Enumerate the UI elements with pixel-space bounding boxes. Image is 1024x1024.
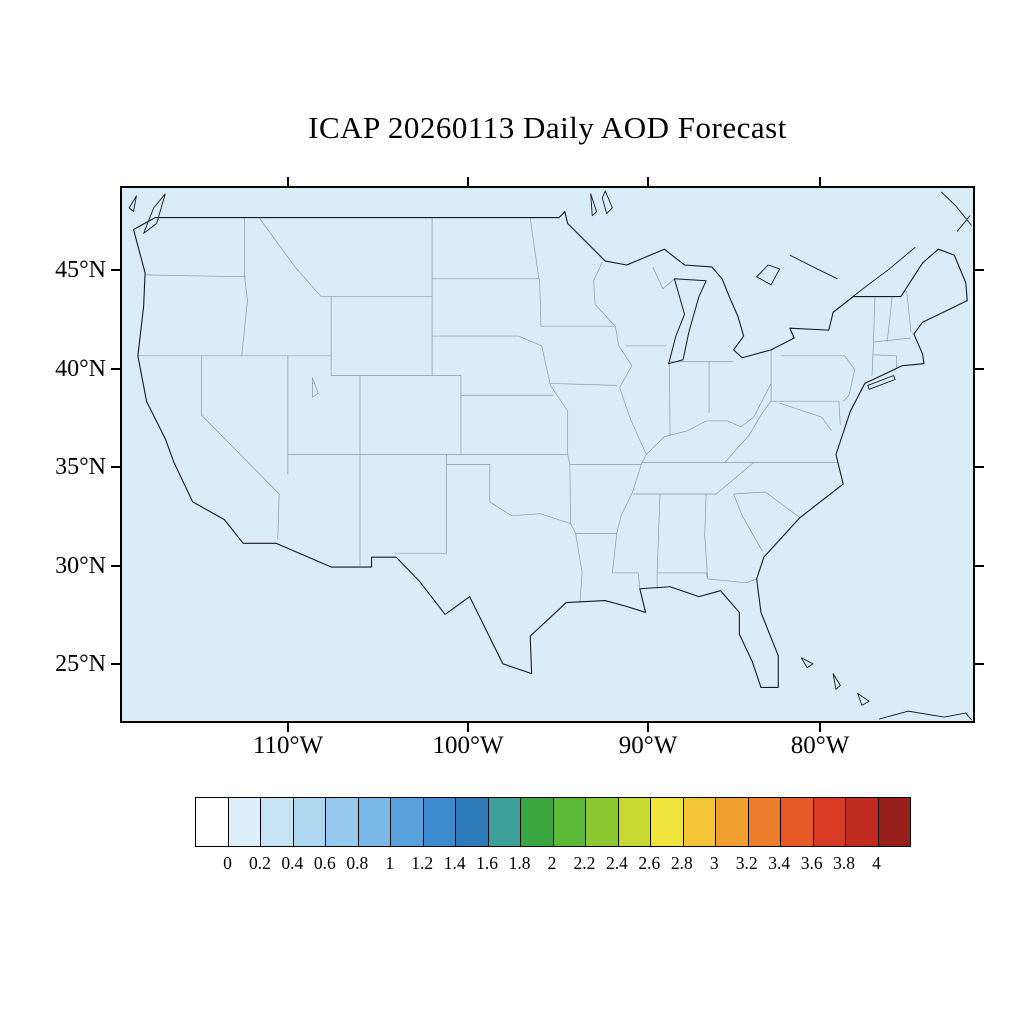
colorbar-cell	[586, 798, 619, 846]
map-frame	[120, 186, 975, 723]
colorbar-tick-label: 1.6	[476, 853, 499, 873]
map-tick-top	[819, 177, 821, 186]
map-tick-top	[287, 177, 289, 186]
colorbar-cell	[456, 798, 489, 846]
canada-mexico-island-features	[129, 191, 971, 720]
map-tick-right	[975, 663, 984, 665]
colorbar-cell	[423, 798, 456, 846]
state-borders	[138, 218, 911, 603]
colorbar-tick-label: 3.4	[768, 853, 791, 873]
map-tick-left	[111, 663, 120, 665]
lat-tick-label: 45°N	[55, 257, 106, 283]
great-lakes	[669, 279, 707, 364]
lat-tick-label: 35°N	[55, 454, 106, 480]
map-tick-left	[111, 466, 120, 468]
map-tick-right	[975, 269, 984, 271]
colorbar-tick-label: 1	[385, 853, 395, 873]
colorbar-cell	[521, 798, 554, 846]
colorbar-tick-label: 2.6	[638, 853, 661, 873]
colorbar-tick-label: 3	[709, 853, 719, 873]
colorbar-tick-label: 3.6	[800, 853, 823, 873]
map-tick-top	[467, 177, 469, 186]
colorbar-cell	[553, 798, 586, 846]
lat-tick-label: 25°N	[55, 651, 106, 677]
colorbar-cell	[781, 798, 814, 846]
lat-tick-label: 40°N	[55, 356, 106, 382]
figure-title: ICAP 20260113 Daily AOD Forecast	[308, 110, 787, 145]
colorbar-tick-label: 0	[223, 853, 232, 873]
colorbar-tick-label: 3.2	[735, 853, 758, 873]
lon-tick-label: 80°W	[790, 732, 850, 759]
colorbar-tick-label: 1.4	[443, 853, 466, 873]
map-tick-right	[975, 368, 984, 370]
colorbar-cell	[651, 798, 684, 846]
colorbar-cell	[196, 798, 229, 846]
map-tick-bottom	[287, 723, 289, 732]
map-tick-left	[111, 565, 120, 567]
colorbar-tick-label: 0.2	[248, 853, 271, 873]
colorbar-tick-label: 3.8	[833, 853, 856, 873]
colorbar-cell	[391, 798, 424, 846]
lon-tick-label: 100°W	[432, 732, 504, 759]
us-map-svg	[122, 188, 973, 721]
lat-tick-label: 30°N	[55, 553, 106, 579]
colorbar-cell	[228, 798, 261, 846]
map-tick-bottom	[647, 723, 649, 732]
colorbar-tick-label: 4	[872, 853, 881, 873]
colorbar	[195, 797, 911, 847]
colorbar-cell	[748, 798, 781, 846]
colorbar-cell	[846, 798, 879, 846]
colorbar-cell	[683, 798, 716, 846]
colorbar-cell	[878, 798, 910, 846]
map-tick-top	[647, 177, 649, 186]
colorbar-cell	[813, 798, 846, 846]
colorbar-tick-label: 2	[547, 853, 557, 873]
map-tick-left	[111, 368, 120, 370]
us-coastline	[134, 212, 968, 688]
map-tick-right	[975, 565, 984, 567]
colorbar-cell	[358, 798, 391, 846]
colorbar-cell	[293, 798, 326, 846]
colorbar-tick-label: 2.2	[573, 853, 596, 873]
colorbar-tick-label: 2.8	[670, 853, 693, 873]
map-tick-bottom	[467, 723, 469, 732]
colorbar-cell	[326, 798, 359, 846]
colorbar-tick-label: 2.4	[605, 853, 628, 873]
map-tick-right	[975, 466, 984, 468]
map-tick-left	[111, 269, 120, 271]
colorbar-tick-label: 1.2	[411, 853, 434, 873]
colorbar-tick-label: 0.8	[346, 853, 369, 873]
map-tick-bottom	[819, 723, 821, 732]
lon-tick-label: 90°W	[618, 732, 678, 759]
colorbar-tick-label: 0.6	[313, 853, 336, 873]
colorbar-tick-label: 1.8	[508, 853, 531, 873]
lon-tick-label: 110°W	[252, 732, 324, 759]
colorbar-tick-label: 0.4	[281, 853, 304, 873]
colorbar-cell	[716, 798, 749, 846]
colorbar-cell	[488, 798, 521, 846]
colorbar-cell	[618, 798, 651, 846]
colorbar-cell	[261, 798, 294, 846]
